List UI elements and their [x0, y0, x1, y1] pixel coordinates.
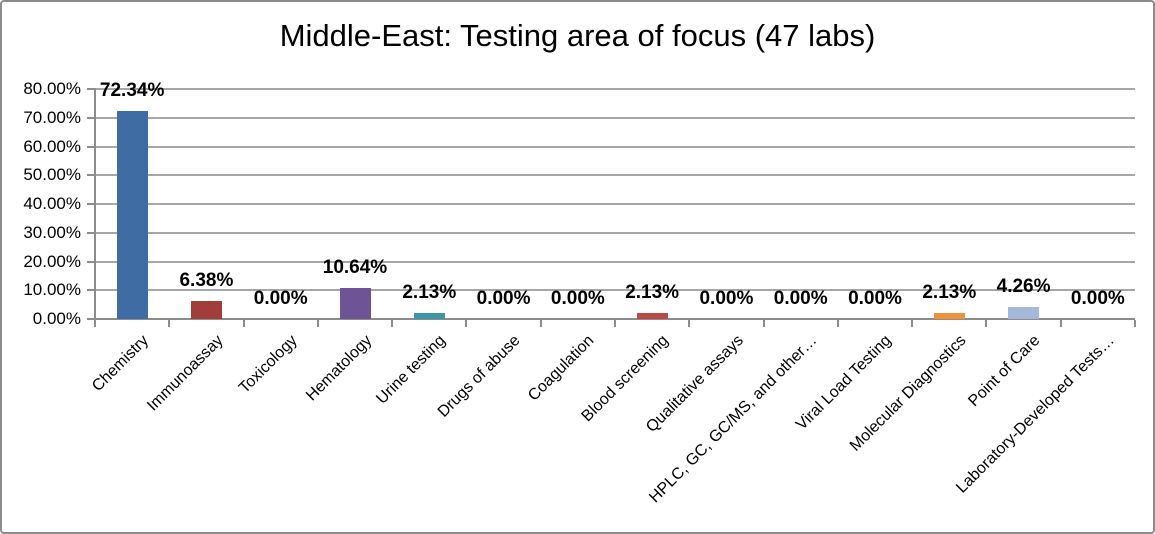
gridline — [95, 88, 1135, 90]
x-axis-tick — [762, 320, 765, 327]
x-axis-tick — [911, 320, 914, 327]
y-axis-line — [94, 88, 96, 320]
y-axis-tick — [87, 203, 95, 205]
y-axis-tick-label: 10.00% — [23, 280, 81, 300]
bar — [190, 300, 222, 319]
bar-value-label: 0.00% — [699, 288, 754, 309]
gridline — [95, 116, 1135, 119]
x-axis-tick — [391, 320, 394, 327]
y-axis-tick — [87, 260, 95, 263]
y-axis-tick-label: 20.00% — [23, 251, 81, 271]
bar-value-label: 2.13% — [402, 281, 457, 303]
x-category-label: Hematology — [302, 332, 376, 405]
x-axis-tick — [836, 320, 839, 327]
x-axis-tick — [614, 320, 616, 327]
y-axis-tick-label: 50.00% — [23, 165, 81, 185]
gridline — [95, 174, 1135, 177]
bar-value-label: 0.00% — [773, 288, 828, 309]
bar — [636, 312, 668, 319]
x-axis-tick — [539, 320, 542, 327]
bar-value-label: 0.00% — [848, 288, 902, 309]
x-axis-tick — [1059, 320, 1062, 327]
y-axis-tick-label: 0.00% — [32, 309, 81, 328]
x-axis-tick — [168, 320, 171, 327]
chart-title: Middle-East: Testing area of focus (47 l… — [279, 18, 876, 53]
x-axis-tick — [1134, 320, 1136, 327]
bar-value-label: 4.26% — [996, 275, 1051, 297]
gridline — [95, 260, 1135, 263]
y-axis-tick — [87, 88, 95, 90]
y-axis-tick — [87, 116, 95, 119]
y-axis-tick-label: 40.00% — [23, 194, 81, 213]
bar-value-label: 0.00% — [1070, 288, 1125, 309]
gridline — [95, 203, 1135, 205]
y-axis-tick — [87, 174, 95, 177]
bar-value-label: 0.00% — [253, 288, 308, 309]
y-axis-tick-label: 60.00% — [23, 136, 81, 156]
x-axis-tick — [242, 320, 245, 327]
x-category-label: Toxicology — [235, 332, 301, 397]
y-axis-tick — [87, 289, 95, 292]
x-axis-tick — [688, 320, 691, 327]
gridline — [95, 289, 1135, 292]
y-axis-tick-label: 30.00% — [23, 222, 81, 242]
x-category-label: Urine testing — [373, 332, 450, 408]
x-category-label: Coagulation — [525, 332, 598, 405]
gridline — [95, 231, 1135, 234]
gridline — [95, 145, 1135, 148]
x-category-label: Point of Care — [965, 332, 1044, 411]
x-axis-tick — [316, 320, 319, 327]
y-axis-tick-label: 80.00% — [23, 79, 81, 98]
x-axis-tick — [985, 320, 988, 327]
x-category-label: Chemistry — [89, 332, 153, 395]
x-category-label: Laboratory-Developed Tests… — [953, 332, 1118, 497]
bar-value-label: 6.38% — [179, 269, 234, 291]
bar-value-label: 2.13% — [922, 281, 977, 303]
x-axis-tick — [94, 320, 96, 327]
bar — [933, 312, 965, 319]
bar — [413, 312, 445, 319]
bar-value-label: 72.34% — [99, 80, 165, 102]
bar-value-label: 2.13% — [625, 281, 680, 303]
x-category-label: Immunoassay — [144, 332, 227, 415]
bar — [116, 111, 148, 319]
y-axis-tick — [87, 145, 95, 148]
bar-value-label: 10.64% — [322, 257, 388, 279]
bar — [339, 288, 371, 319]
bar-value-label: 0.00% — [550, 288, 605, 309]
bar — [1008, 306, 1040, 319]
x-axis-tick — [465, 320, 468, 327]
y-axis-tick-label: 70.00% — [23, 107, 81, 127]
bar-value-label: 0.00% — [476, 288, 531, 309]
x-axis-line — [87, 318, 1135, 320]
y-axis-tick — [87, 231, 95, 234]
